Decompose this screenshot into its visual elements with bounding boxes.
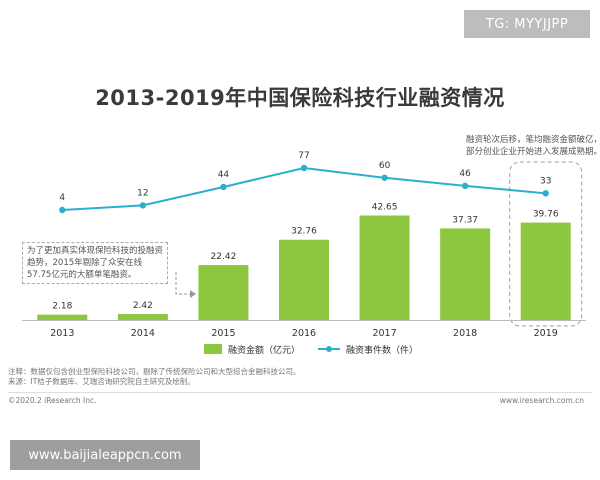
bar <box>520 222 571 320</box>
note-text: 注释：数据仅包含创业型保险科技公司，剔除了传统保险公司和大型综合金融科技公司。 <box>8 367 301 376</box>
line-value-label: 44 <box>218 170 230 180</box>
legend-bar-swatch <box>204 344 222 354</box>
callout-arrow <box>175 272 190 295</box>
footer-url: www.iresearch.com.cn <box>499 396 584 405</box>
line-point <box>381 174 388 181</box>
x-tick-label: 2014 <box>131 328 155 339</box>
x-tick-label: 2013 <box>50 328 74 339</box>
bar <box>279 239 329 320</box>
source-text: 来源：IT桔子数据库、艾瑞咨询研究院自主研究及绘制。 <box>8 377 195 386</box>
x-tick-label: 2019 <box>534 328 558 339</box>
line-point <box>300 164 308 172</box>
bar-value-label: 2.18 <box>52 302 72 312</box>
x-tick-label: 2017 <box>372 328 396 339</box>
bar <box>440 228 491 320</box>
line-point <box>59 206 66 214</box>
highlight-box <box>509 161 583 327</box>
bar <box>359 215 410 320</box>
bar-value-label: 42.65 <box>372 203 398 213</box>
line-value-label: 77 <box>298 151 309 161</box>
line-value-label: 60 <box>379 161 391 171</box>
line-point <box>542 190 549 197</box>
watermark-bottom: www.baijialeappcn.com <box>10 440 200 470</box>
line-point <box>139 202 147 209</box>
callout-arrow-head <box>190 290 196 298</box>
watermark-top: TG: MYYJJPP <box>464 10 590 38</box>
line-value-label: 46 <box>459 169 471 179</box>
bar-value-label: 32.76 <box>291 227 317 237</box>
legend-line-label: 融资事件数（件） <box>346 344 418 356</box>
footer-divider <box>8 392 592 393</box>
chart-title: 2013-2019年中国保险科技行业融资情况 <box>95 86 505 110</box>
x-tick-label: 2015 <box>211 328 235 339</box>
x-tick-label: 2016 <box>292 328 316 339</box>
annotation-2015: 为了更加真实体现保险科技的投融资趋势，2015年剔除了众安在线57.75亿元的大… <box>22 242 168 284</box>
bar <box>117 314 168 320</box>
legend-bar-label: 融资金额（亿元） <box>228 344 300 356</box>
copyright: ©2020.2 iResearch Inc. <box>8 396 97 405</box>
line-value-label: 33 <box>540 176 551 186</box>
annotation-2019: 融资轮次后移，笔均融资金额破亿，部分创业企业开始进入发展成熟期。 <box>466 135 600 157</box>
line-point <box>461 182 469 190</box>
events-line <box>62 166 546 211</box>
bar <box>198 265 249 320</box>
x-tick-label: 2018 <box>453 328 477 339</box>
line-value-label: 4 <box>59 193 65 203</box>
bar-value-label: 39.76 <box>533 210 559 220</box>
bar <box>37 314 88 320</box>
line-point <box>220 183 227 191</box>
bar-value-label: 2.42 <box>133 301 153 311</box>
bar-value-label: 22.42 <box>211 252 237 262</box>
legend-line-marker <box>326 346 332 352</box>
line-value-label: 12 <box>137 188 148 198</box>
notes: 注释：数据仅包含创业型保险科技公司，剔除了传统保险公司和大型综合金融科技公司。 … <box>8 367 588 387</box>
bar-value-label: 37.37 <box>452 215 478 225</box>
